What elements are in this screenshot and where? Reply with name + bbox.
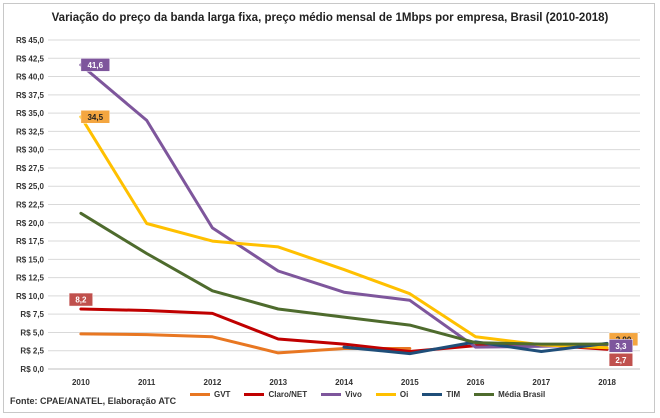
legend-swatch	[244, 393, 265, 396]
legend-item: GVT	[190, 390, 230, 399]
x-tick-label: 2014	[335, 378, 353, 387]
legend-label: Média Brasil	[498, 390, 546, 399]
x-tick-label: 2016	[467, 378, 485, 387]
data-label: 41,6	[87, 61, 103, 70]
legend-label: TIM	[446, 390, 461, 399]
y-tick-label: R$ 35,0	[16, 109, 45, 118]
data-label-box	[608, 353, 633, 367]
y-tick-label: R$ 15,0	[16, 255, 45, 264]
y-tick-label: R$ 25,0	[16, 182, 45, 191]
y-tick-label: R$ 42,5	[16, 54, 45, 63]
legend-label: Vivo	[345, 390, 362, 399]
x-tick-label: 2012	[204, 378, 222, 387]
y-tick-label: R$ 12,5	[16, 274, 45, 283]
y-tick-label: R$ 27,5	[16, 164, 45, 173]
y-tick-label: R$ 30,0	[16, 146, 45, 155]
source-note: Fonte: CPAE/ANATEL, Elaboração ATC	[10, 396, 177, 406]
legend-swatch	[321, 393, 342, 396]
y-tick-label: R$ 10,0	[16, 292, 45, 301]
y-tick-label: R$ 2,5	[20, 347, 44, 356]
data-label-box	[68, 292, 93, 307]
x-tick-label: 2013	[269, 378, 287, 387]
data-label: 8,2	[75, 296, 87, 305]
data-label-box	[608, 339, 633, 353]
chart-legend: GVT Claro/NET Vivo Oi TIM Média Brasil	[190, 390, 545, 399]
y-tick-label: R$ 5,0	[20, 328, 44, 337]
legend-item: TIM	[422, 390, 460, 399]
y-tick-label: R$ 32,5	[16, 127, 45, 136]
y-tick-label: R$ 37,5	[16, 91, 45, 100]
legend-label: GVT	[214, 390, 231, 399]
y-tick-label: R$ 0,0	[20, 365, 44, 374]
legend-label: Claro/NET	[268, 390, 308, 399]
x-tick-label: 2015	[401, 378, 419, 387]
legend-item: Média Brasil	[474, 390, 545, 399]
y-tick-label: R$ 40,0	[16, 73, 45, 82]
y-tick-label: R$ 20,0	[16, 219, 45, 228]
x-tick-label: 2018	[598, 378, 616, 387]
legend-swatch	[190, 393, 210, 396]
y-tick-label: R$ 7,5	[20, 310, 44, 319]
series-line-oi	[79, 115, 609, 350]
y-tick-label: R$ 45,0	[16, 36, 45, 45]
legend-item: Claro/NET	[244, 390, 307, 399]
x-tick-label: 2011	[138, 378, 156, 387]
data-label-box	[80, 58, 110, 72]
data-label: 3,3	[615, 342, 627, 351]
legend-item: Vivo	[321, 390, 362, 399]
chart-title: Variação do preço da banda larga fixa, p…	[51, 12, 609, 24]
y-tick-label: R$ 22,5	[16, 201, 45, 210]
series-line-m-dia-brasil	[79, 211, 609, 346]
x-tick-label: 2017	[532, 378, 550, 387]
legend-swatch	[375, 393, 396, 396]
data-label: 34,5	[87, 113, 103, 122]
data-label-box	[80, 110, 110, 124]
data-label: 2,7	[615, 356, 627, 365]
legend-swatch	[422, 393, 443, 396]
legend-swatch	[474, 393, 495, 396]
series-line-vivo	[79, 63, 609, 349]
x-tick-label: 2010	[72, 378, 90, 387]
legend-label: Oi	[399, 390, 409, 399]
legend-item: Oi	[375, 390, 409, 399]
y-tick-label: R$ 17,5	[16, 237, 45, 246]
